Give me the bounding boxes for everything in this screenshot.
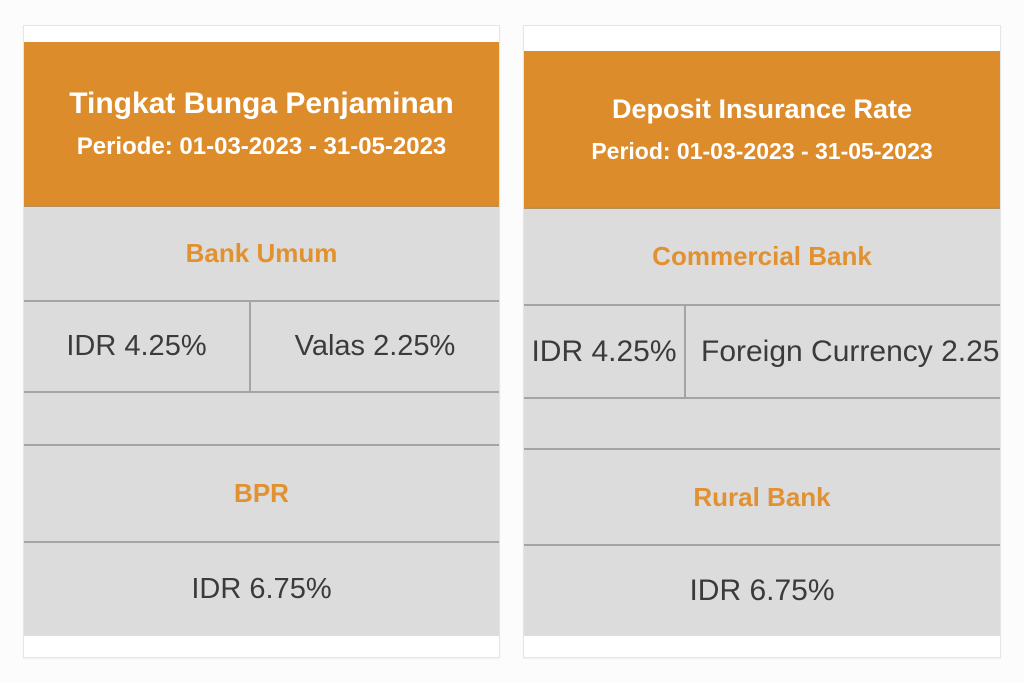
section-label-bpr: BPR	[24, 444, 499, 541]
deposit-rate-card-english: Deposit Insurance Rate Period: 01-03-202…	[523, 25, 1001, 658]
card-title: Deposit Insurance Rate	[611, 93, 913, 124]
card-footer	[24, 636, 499, 657]
rate-value-valas: Valas 2.25%	[294, 330, 456, 362]
card-header: Deposit Insurance Rate Period: 01-03-202…	[524, 51, 1000, 209]
rate-value-idr: IDR 4.25%	[524, 306, 686, 397]
empty-row	[524, 399, 1000, 448]
rate-row-rural-bank: IDR 6.75%	[524, 544, 1000, 636]
section-label-commercial-bank: Commercial Bank	[524, 209, 1000, 304]
card-title: Tingkat Bunga Penjaminan	[69, 86, 454, 120]
deposit-rate-card-indonesian: Tingkat Bunga Penjaminan Periode: 01-03-…	[23, 25, 500, 658]
rate-value-foreign-currency: Foreign Currency 2.25%	[701, 334, 1000, 368]
section-label-rural-bank: Rural Bank	[524, 448, 1000, 544]
rate-row-bpr: IDR 6.75%	[24, 541, 499, 636]
section-label-bank-umum: Bank Umum	[24, 207, 499, 300]
rate-value-idr-bpr: IDR 6.75%	[191, 573, 332, 605]
rate-value-idr: IDR 4.25%	[24, 302, 251, 391]
card-footer	[524, 636, 1000, 657]
card-period: Periode: 01-03-2023 - 31-05-2023	[76, 133, 447, 161]
card-header: Tingkat Bunga Penjaminan Periode: 01-03-…	[24, 42, 499, 207]
card-period: Period: 01-03-2023 - 31-05-2023	[591, 137, 933, 164]
empty-row	[24, 393, 499, 444]
rate-value-idr-rural: IDR 6.75%	[689, 574, 835, 607]
rate-row-commercial-bank: IDR 4.25% Foreign Currency 2.25%	[524, 304, 1000, 399]
rate-row-bank-umum: IDR 4.25% Valas 2.25%	[24, 300, 499, 393]
